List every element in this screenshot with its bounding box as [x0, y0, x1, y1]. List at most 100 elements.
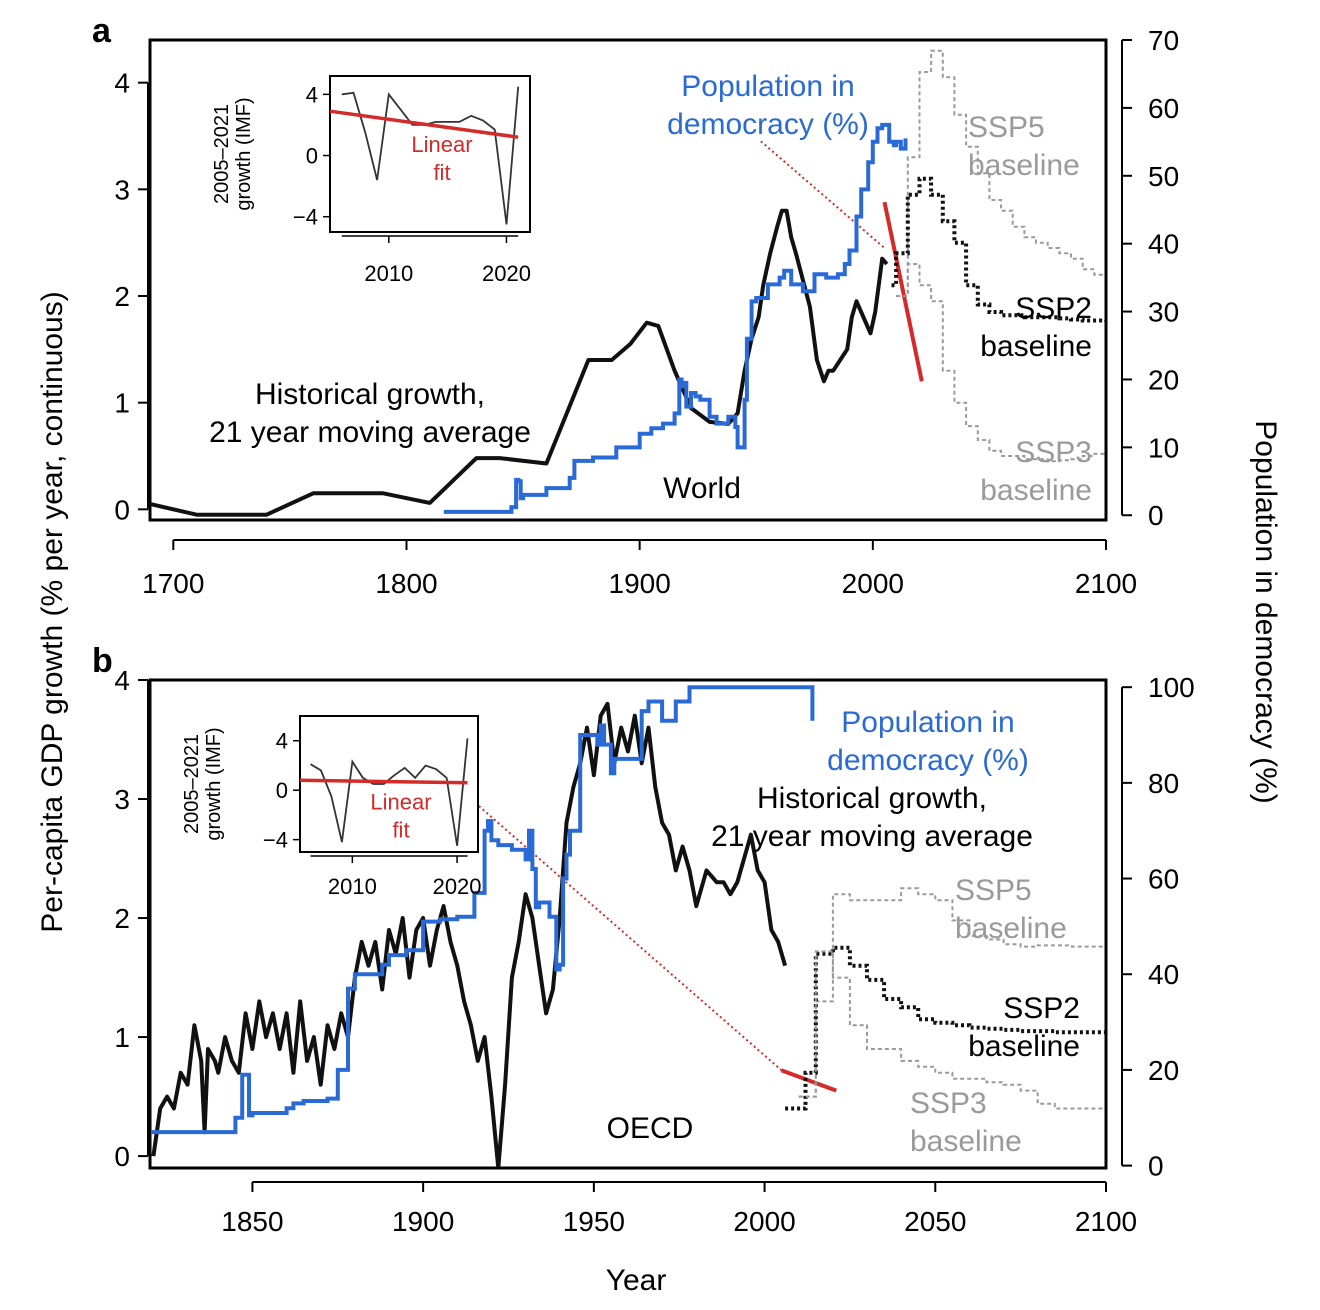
shared-y2-axis-label: Population in democracy (%) [1249, 420, 1282, 804]
democracy-annotation: Population in [681, 70, 854, 103]
ssp3-annotation: SSP3 [1015, 436, 1092, 469]
ssp5-line [896, 49, 1105, 297]
region-label: World [663, 472, 741, 505]
x-tick-label: 2100 [1075, 1206, 1137, 1237]
y-tick-label: 4 [114, 68, 130, 99]
y-tick-label: 1 [114, 388, 130, 419]
y2-tick-label: 20 [1148, 1055, 1179, 1086]
linear-fit-line [780, 1068, 837, 1093]
ssp5-annotation: baseline [968, 149, 1080, 182]
x-tick-label: 2100 [1075, 568, 1137, 599]
y-tick-label: 1 [114, 1022, 130, 1053]
ssp2-line [891, 176, 1105, 323]
inset-y-tick-label: 0 [276, 778, 288, 803]
y-tick-label: 0 [114, 494, 130, 525]
region-label: OECD [607, 1112, 694, 1145]
y2-tick-label: 20 [1148, 364, 1179, 395]
panel-letter-b: b [92, 642, 113, 680]
democracy-line [443, 122, 908, 514]
inset-y-label: 2005–2021growth (IMF) [211, 97, 255, 210]
shared-y-axis-label: Per-capita GDP growth (% per year, conti… [36, 291, 69, 932]
y2-tick-label: 70 [1148, 25, 1179, 56]
x-tick-label: 1950 [563, 1206, 625, 1237]
fit-projection-connector [429, 762, 783, 1072]
y2-tick-label: 80 [1148, 768, 1179, 799]
y-tick-label: 3 [114, 174, 130, 205]
x-tick-label: 1900 [392, 1206, 454, 1237]
x-tick-label: 1800 [375, 568, 437, 599]
ssp3-annotation: SSP3 [910, 1087, 987, 1120]
inset-x-tick-label: 2020 [433, 874, 482, 899]
x-tick-label: 2000 [842, 568, 904, 599]
inset-y-tick-label: 0 [306, 144, 318, 169]
y2-tick-label: 40 [1148, 229, 1179, 260]
y2-tick-label: 0 [1148, 1151, 1164, 1182]
plot-frame [148, 678, 1108, 1170]
inset-y-tick-label: 4 [276, 729, 288, 754]
democracy-annotation: democracy (%) [667, 108, 869, 141]
series-group [151, 685, 1105, 1167]
y-tick-label: 2 [114, 903, 130, 934]
inset-y-label-line: 2005–2021 [211, 104, 233, 204]
y2-tick-label: 50 [1148, 161, 1179, 192]
democracy-annotation: Population in [841, 706, 1014, 739]
panel-letter-a: a [92, 12, 112, 50]
x-tick-label: 1850 [221, 1206, 283, 1237]
ssp5-annotation: baseline [955, 912, 1067, 945]
inset-y-tick-label: 4 [306, 82, 318, 107]
inset: 4 0 −4 2010 2020 Linear fit 2005–2021growth (IM… [181, 715, 482, 899]
inset-x-tick-label: 2010 [364, 261, 413, 286]
x-tick-label: 1700 [142, 568, 204, 599]
ssp2-line [785, 945, 1105, 1111]
ssp2-annotation: SSP2 [1015, 292, 1092, 325]
democracy-line [151, 685, 815, 1135]
y2-tick-label: 30 [1148, 297, 1179, 328]
inset-x-tick-label: 2020 [482, 261, 531, 286]
inset: 4 0 −4 2010 2020 Linear fit 2005–2021growth (IM… [211, 75, 531, 286]
plot-frame [148, 38, 1108, 522]
inset-fit-label: Linear [370, 790, 431, 815]
inset-fit-label: Linear [411, 132, 472, 157]
inset-y-label-line: growth (IMF) [203, 727, 225, 840]
historical-growth-annotation: 21 year moving average [209, 416, 531, 449]
inset-y-tick-label: −4 [263, 828, 288, 853]
y-tick-label: 3 [114, 784, 130, 815]
y2-tick-label: 60 [1148, 93, 1179, 124]
inset-fit-label: fit [392, 818, 409, 843]
x-tick-label: 1900 [609, 568, 671, 599]
y-tick-label: 0 [114, 1141, 130, 1172]
y2-tick-label: 0 [1148, 500, 1164, 531]
ssp5-line [798, 887, 1105, 1098]
x-tick-label: 2050 [904, 1206, 966, 1237]
historical-growth-annotation: 21 year moving average [711, 820, 1033, 853]
y2-tick-label: 100 [1148, 672, 1195, 703]
y-tick-label: 2 [114, 281, 130, 312]
democracy-annotation: democracy (%) [827, 744, 1029, 777]
x-tick-label: 2000 [733, 1206, 795, 1237]
linear-fit-line [882, 201, 924, 382]
ssp2-annotation: SSP2 [1003, 992, 1080, 1025]
ssp5-annotation: SSP5 [968, 111, 1045, 144]
inset-frame [329, 75, 531, 233]
inset-fit-line [299, 778, 468, 785]
y2-tick-label: 60 [1148, 864, 1179, 895]
inset-y-label-line: 2005–2021 [181, 734, 203, 834]
ssp2-annotation: baseline [968, 1030, 1080, 1063]
y2-tick-label: 40 [1148, 959, 1179, 990]
x-axis-label: Year [606, 1264, 667, 1297]
ssp2-annotation: baseline [980, 330, 1092, 363]
historical-growth-annotation: Historical growth, [255, 378, 485, 411]
inset-y-label-line: growth (IMF) [233, 97, 255, 210]
historical-growth-line [151, 701, 788, 1167]
y-tick-label: 4 [114, 665, 130, 696]
ssp3-annotation: baseline [910, 1125, 1022, 1158]
historical-growth-annotation: Historical growth, [757, 782, 987, 815]
ssp3-line [798, 950, 1105, 1110]
historical-growth-line [151, 208, 889, 517]
y2-tick-label: 10 [1148, 432, 1179, 463]
inset-x-tick-label: 2010 [328, 874, 377, 899]
inset-fit-line [329, 109, 519, 139]
